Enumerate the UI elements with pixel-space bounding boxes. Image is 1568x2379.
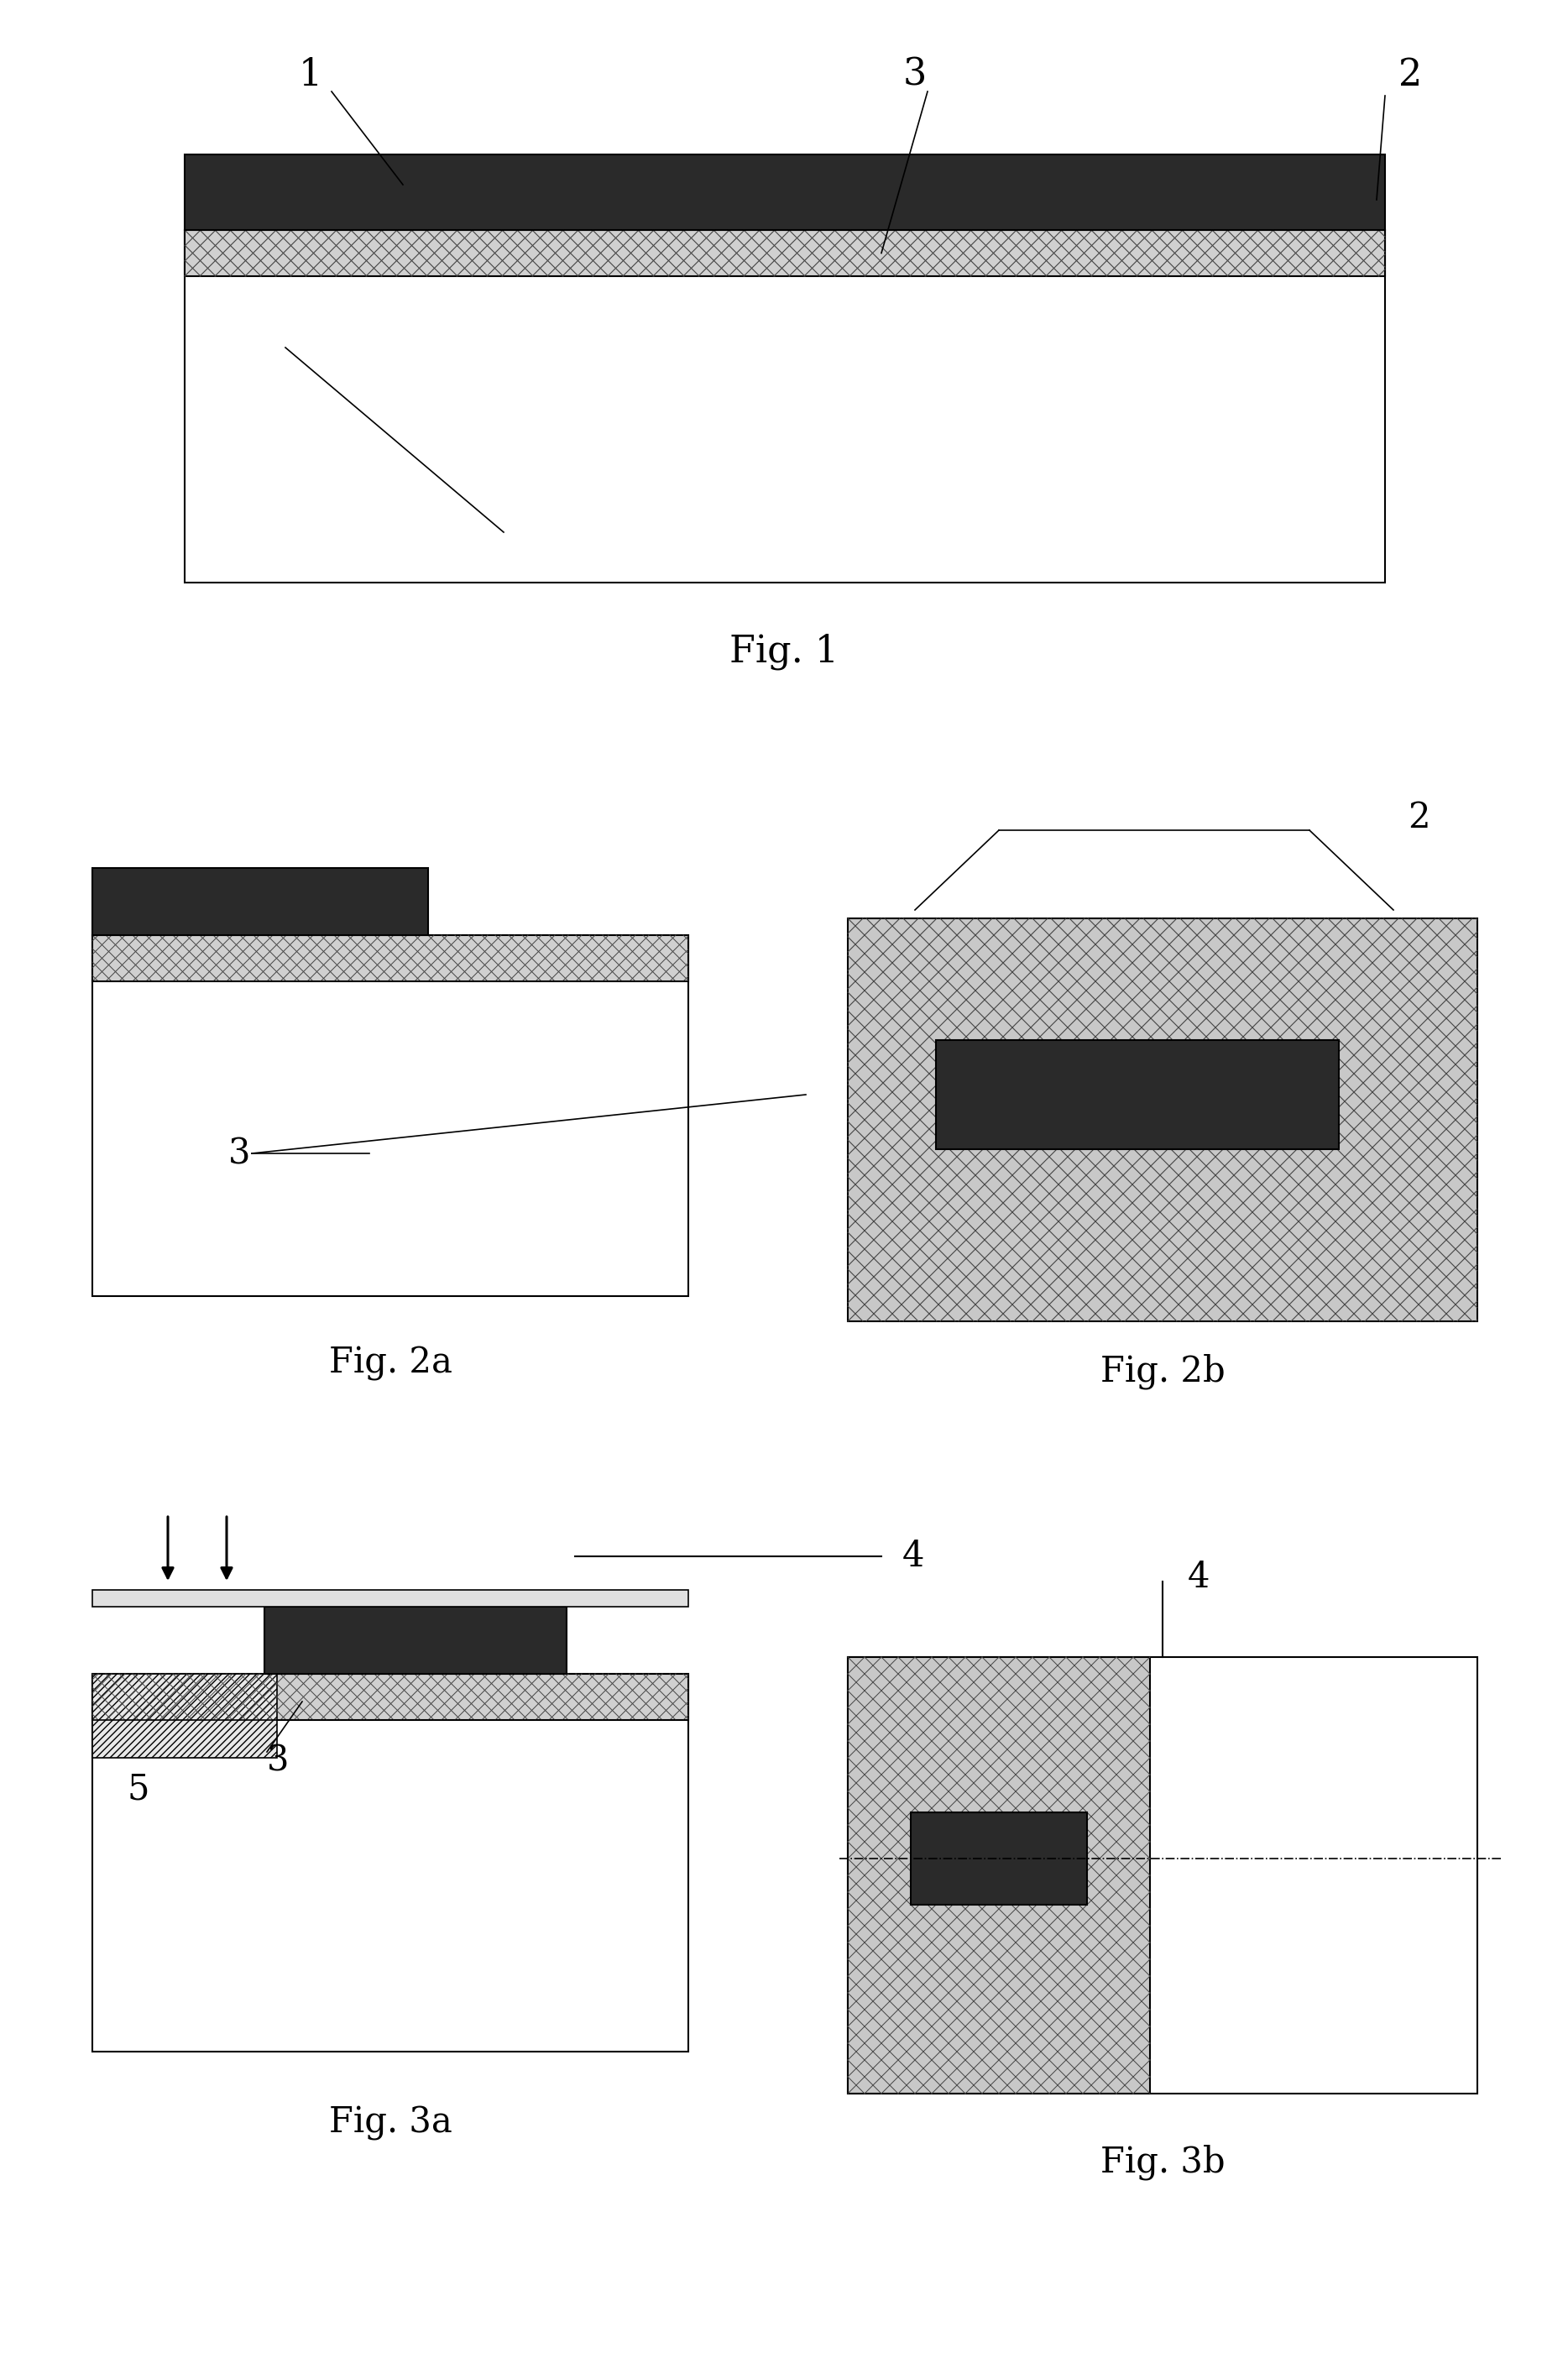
Text: 4: 4: [1187, 1561, 1210, 1594]
Text: 3: 3: [903, 57, 927, 93]
Bar: [93, 1675, 688, 2051]
Text: Fig. 1: Fig. 1: [729, 633, 839, 668]
Bar: [848, 1658, 1149, 2094]
Text: 5: 5: [127, 1772, 149, 1808]
Text: Fig. 2b: Fig. 2b: [1101, 1354, 1225, 1389]
Bar: [93, 868, 428, 935]
Text: 1: 1: [299, 57, 323, 93]
Bar: [185, 231, 1385, 583]
Text: 3: 3: [227, 1135, 251, 1170]
Bar: [93, 1589, 688, 1606]
Text: Fig. 2a: Fig. 2a: [329, 1347, 452, 1380]
Text: Fig. 3b: Fig. 3b: [1101, 2143, 1225, 2179]
Bar: [93, 1675, 278, 1758]
Bar: [93, 1675, 688, 1720]
Text: 4: 4: [902, 1539, 925, 1575]
Bar: [848, 1658, 1477, 2094]
Text: 3: 3: [267, 1744, 289, 1777]
Text: Fig. 3a: Fig. 3a: [329, 2105, 452, 2141]
Bar: [911, 1813, 1087, 1906]
Bar: [185, 155, 1385, 231]
Text: 2: 2: [1399, 57, 1422, 93]
Bar: [185, 231, 1385, 276]
Bar: [848, 918, 1477, 1320]
Bar: [93, 935, 688, 980]
Bar: [93, 935, 688, 1297]
Bar: [265, 1606, 566, 1675]
Text: 2: 2: [1408, 799, 1430, 835]
Bar: [936, 1040, 1339, 1149]
